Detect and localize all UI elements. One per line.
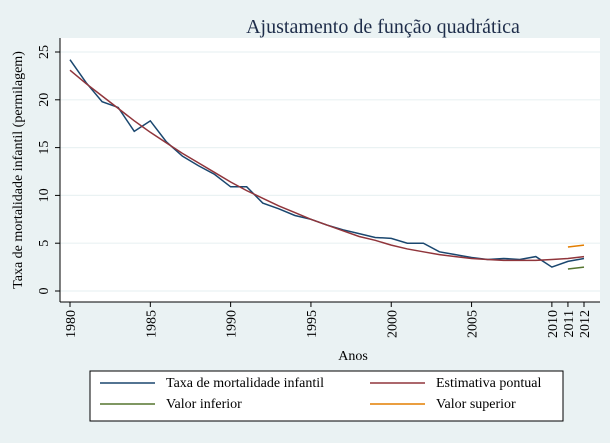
legend-label: Estimativa pontual — [436, 376, 541, 391]
x-tick-label: 2000 — [385, 310, 400, 338]
legend-label: Valor inferior — [166, 397, 242, 412]
x-tick-label: 2011 — [562, 310, 577, 337]
y-tick-label: 10 — [37, 188, 52, 202]
x-tick-label: 2010 — [546, 310, 561, 338]
legend — [89, 370, 564, 422]
x-tick-label: 2005 — [466, 310, 481, 338]
series-line-2 — [69, 69, 585, 262]
x-tick-label: 2012 — [578, 310, 593, 338]
x-tick-label: 1980 — [64, 310, 79, 338]
x-tick-label: 1990 — [225, 310, 240, 338]
series-line-3 — [567, 266, 585, 270]
plot-area — [60, 38, 600, 302]
y-tick-label: 0 — [37, 288, 52, 295]
legend-label: Valor superior — [436, 397, 516, 412]
series-line-4 — [567, 244, 585, 248]
y-tick-label: 5 — [37, 240, 52, 247]
y-tick-label: 25 — [37, 45, 52, 59]
legend-label: Taxa de mortalidade infantil — [166, 376, 324, 391]
y-axis-label: Taxa de mortalidade infantil (permilagem… — [11, 51, 26, 289]
chart-title: Ajustamento de função quadrática — [246, 16, 520, 38]
y-tick-label: 15 — [37, 141, 52, 155]
x-tick-label: 1985 — [144, 310, 159, 338]
x-tick-label: 1995 — [305, 310, 320, 338]
x-axis-label: Anos — [338, 349, 368, 364]
y-tick-label: 20 — [37, 93, 52, 107]
